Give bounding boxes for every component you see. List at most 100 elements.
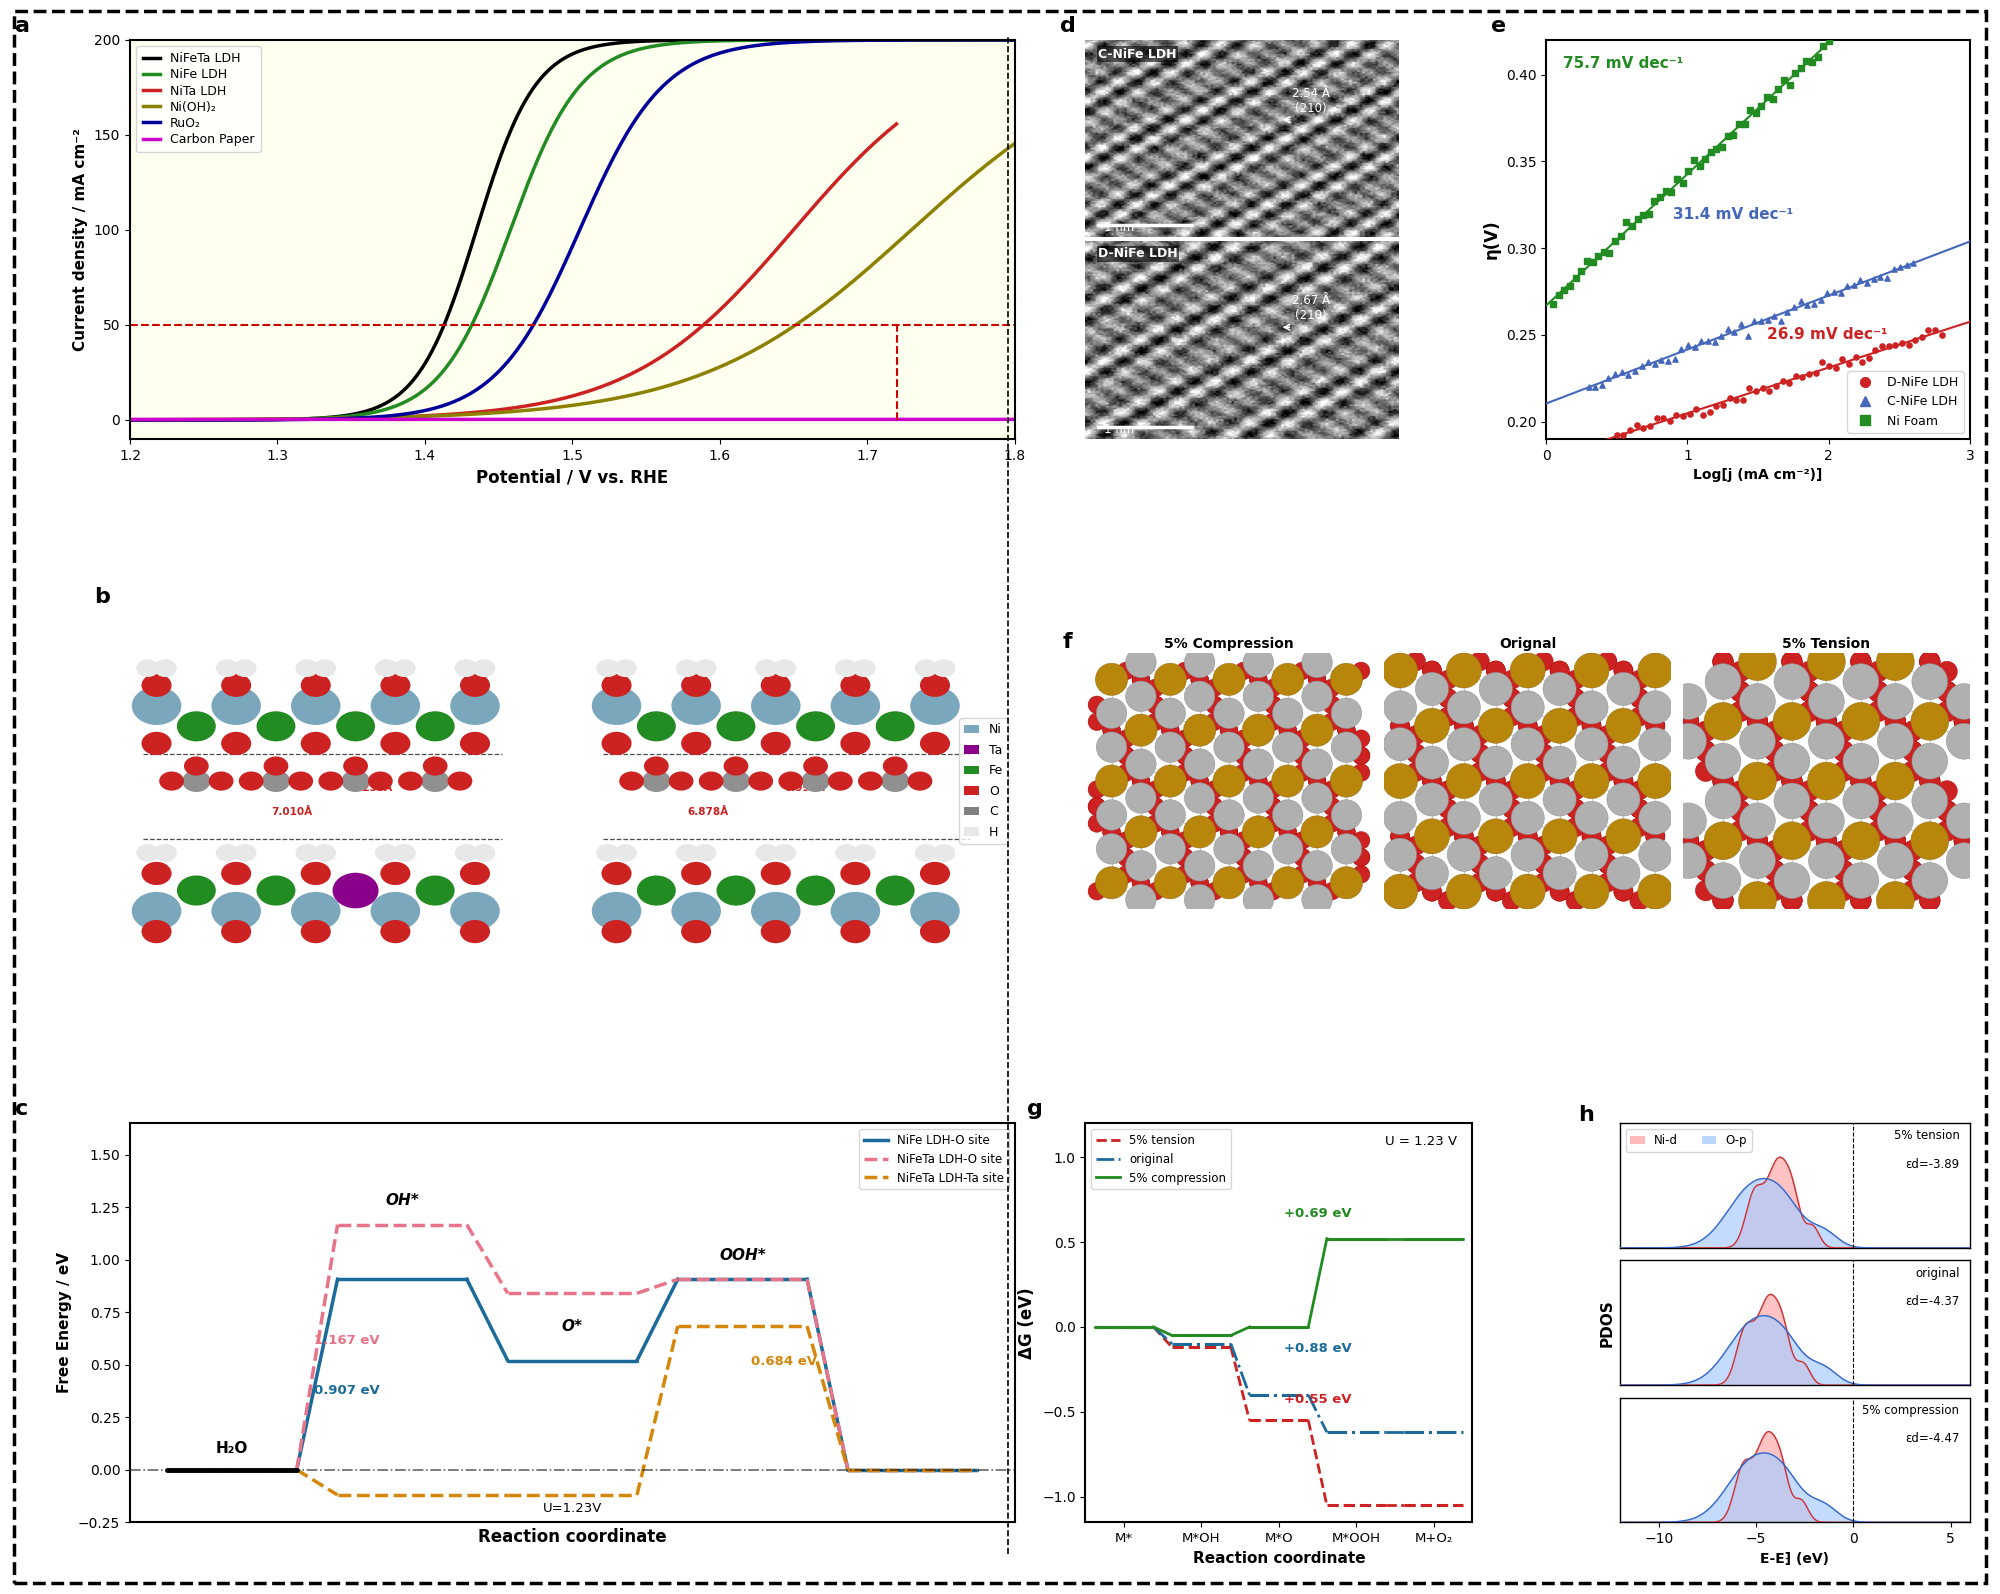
Circle shape <box>1630 799 1648 818</box>
Circle shape <box>1764 741 1786 762</box>
Circle shape <box>1876 762 1914 800</box>
Circle shape <box>1606 708 1640 743</box>
Circle shape <box>1102 823 1120 840</box>
Circle shape <box>1764 880 1786 901</box>
Circle shape <box>1250 771 1268 791</box>
Circle shape <box>1868 821 1888 842</box>
Point <box>1650 179 1682 204</box>
Circle shape <box>296 843 318 862</box>
Circle shape <box>1264 697 1282 714</box>
Point <box>1762 77 1794 102</box>
Point <box>1784 54 1816 80</box>
Circle shape <box>380 674 410 697</box>
Circle shape <box>1088 781 1106 799</box>
Circle shape <box>1868 681 1888 701</box>
Circle shape <box>1630 689 1648 708</box>
Circle shape <box>1868 662 1888 682</box>
Circle shape <box>920 674 950 697</box>
Circle shape <box>1212 663 1246 695</box>
Circle shape <box>1184 816 1216 848</box>
Circle shape <box>840 732 870 756</box>
Circle shape <box>1782 889 1802 910</box>
Point <box>1778 295 1810 320</box>
Circle shape <box>1390 827 1410 846</box>
Point <box>1612 363 1644 389</box>
Circle shape <box>1338 722 1356 740</box>
Circle shape <box>1438 689 1458 708</box>
Carbon Paper <box>976 410 1000 429</box>
Circle shape <box>1294 730 1312 748</box>
Circle shape <box>1566 708 1586 727</box>
Point <box>1576 249 1608 274</box>
Text: U=1.23V: U=1.23V <box>542 1502 602 1514</box>
Circle shape <box>1842 703 1880 740</box>
Circle shape <box>1764 861 1786 881</box>
Circle shape <box>1302 885 1332 915</box>
Circle shape <box>1294 764 1312 781</box>
Point <box>1806 349 1838 375</box>
Circle shape <box>1614 662 1634 681</box>
Circle shape <box>1550 771 1570 791</box>
Circle shape <box>1816 830 1836 851</box>
Circle shape <box>1406 835 1426 854</box>
Circle shape <box>1582 716 1602 735</box>
Circle shape <box>932 660 956 677</box>
Circle shape <box>1850 652 1872 673</box>
Circle shape <box>1606 856 1640 889</box>
Circle shape <box>300 732 330 756</box>
Circle shape <box>1352 748 1370 765</box>
Circle shape <box>1438 669 1458 689</box>
Circle shape <box>1550 771 1570 791</box>
Point <box>1726 311 1758 336</box>
Circle shape <box>1242 714 1274 746</box>
Circle shape <box>1646 827 1664 846</box>
Point <box>1672 332 1704 357</box>
Circle shape <box>1534 652 1554 671</box>
Text: εd=-3.89: εd=-3.89 <box>1906 1159 1960 1172</box>
Circle shape <box>1146 797 1164 815</box>
Point <box>1796 49 1828 75</box>
NiFeTa LDH <box>976 30 1000 49</box>
Circle shape <box>1406 762 1426 781</box>
Circle shape <box>1774 862 1810 899</box>
Circle shape <box>1422 771 1442 791</box>
Circle shape <box>836 660 858 677</box>
Circle shape <box>1294 748 1312 765</box>
Circle shape <box>1322 697 1340 714</box>
Circle shape <box>1272 698 1302 728</box>
Circle shape <box>1670 843 1706 878</box>
Circle shape <box>882 770 910 792</box>
Circle shape <box>1132 874 1150 891</box>
Circle shape <box>264 757 288 776</box>
Point <box>1820 355 1852 381</box>
Circle shape <box>1294 748 1312 765</box>
Circle shape <box>314 660 336 677</box>
Point <box>1808 33 1840 59</box>
NiTa LDH <box>118 410 142 429</box>
Circle shape <box>676 660 698 677</box>
Circle shape <box>1454 716 1474 735</box>
Circle shape <box>1764 861 1786 881</box>
Circle shape <box>318 771 344 791</box>
Circle shape <box>1480 746 1512 779</box>
Circle shape <box>1782 771 1802 791</box>
Circle shape <box>1868 800 1888 821</box>
Circle shape <box>752 893 800 931</box>
Circle shape <box>1544 746 1576 779</box>
Legend: Ni-d, O-p: Ni-d, O-p <box>1626 1129 1752 1151</box>
Circle shape <box>1206 797 1224 815</box>
Circle shape <box>592 687 642 725</box>
Circle shape <box>802 770 830 792</box>
Circle shape <box>1244 749 1274 779</box>
Circle shape <box>314 843 336 862</box>
Circle shape <box>1730 681 1750 701</box>
Circle shape <box>1214 800 1244 830</box>
Circle shape <box>914 660 938 677</box>
Circle shape <box>920 732 950 756</box>
Circle shape <box>1126 681 1156 711</box>
Circle shape <box>1730 781 1750 802</box>
Point <box>1802 45 1834 70</box>
Point <box>1632 201 1664 226</box>
Circle shape <box>1294 848 1312 866</box>
Circle shape <box>1574 874 1610 909</box>
